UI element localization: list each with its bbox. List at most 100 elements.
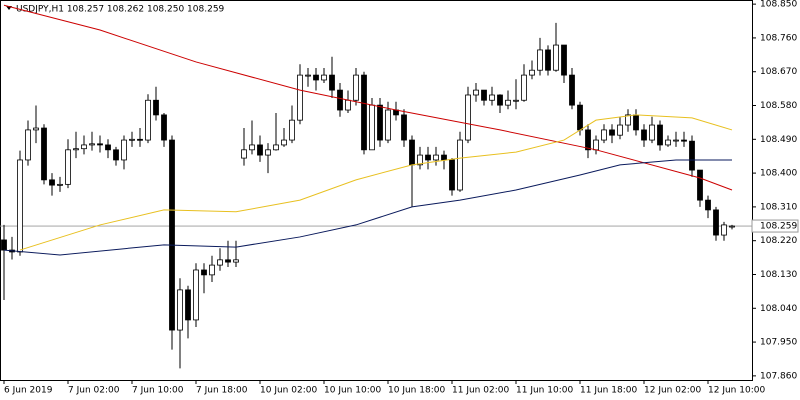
candle-body (273, 144, 279, 151)
candle-body (361, 74, 367, 151)
moving-average (3, 4, 733, 191)
candle-body (705, 199, 711, 211)
x-tick-label: 6 Jun 2019 (4, 386, 53, 396)
candle-body (193, 269, 199, 321)
candle-body (665, 139, 671, 146)
x-tick-label: 7 Jun 10:00 (132, 386, 184, 396)
candle-body (345, 99, 351, 111)
candle-body (41, 127, 47, 181)
candle-body (321, 74, 327, 81)
y-tick-label: 108.760 (760, 33, 797, 43)
moving-average (19, 114, 733, 251)
candle-body (369, 104, 375, 151)
x-tick-label: 10 Jun 18:00 (388, 386, 445, 396)
candle-body (425, 154, 431, 161)
candle-body (577, 104, 583, 131)
candle-body (633, 114, 639, 131)
x-tick-label: 10 Jun 10:00 (324, 386, 381, 396)
candle-body (601, 129, 607, 141)
candle-body (409, 139, 415, 166)
candle-body (617, 124, 623, 136)
candle-body (697, 169, 703, 201)
candle-body (545, 49, 551, 71)
candle-body (713, 209, 719, 236)
candle-body (89, 143, 95, 146)
candle-body (401, 114, 407, 141)
candle-body (17, 159, 23, 253)
candle-body (441, 154, 447, 161)
candle-body (257, 144, 263, 156)
candle-body (473, 89, 479, 96)
candle-body (489, 94, 495, 101)
y-tick-label: 108.220 (760, 236, 797, 246)
candle-body (657, 124, 663, 146)
candle-body (505, 99, 511, 106)
candle-body (49, 179, 55, 186)
candle-body (385, 109, 391, 141)
candle-body (673, 139, 679, 142)
y-tick-label: 107.860 (760, 371, 797, 381)
candle-body (97, 143, 103, 146)
candle-body (641, 129, 647, 141)
candle-body (561, 44, 567, 76)
x-tick-label: 10 Jun 02:00 (260, 386, 317, 396)
candle-body (329, 74, 335, 91)
candle-body (625, 114, 631, 126)
y-tick-label: 108.310 (760, 202, 797, 212)
candle-body (721, 224, 727, 236)
candle-body (553, 44, 559, 71)
y-tick-label: 108.400 (760, 169, 797, 179)
x-tick-label: 11 Jun 02:00 (452, 386, 509, 396)
candle-body (57, 183, 63, 186)
candle-body (313, 74, 319, 81)
candle-body (177, 289, 183, 331)
candle-body (201, 269, 207, 276)
candle-body (297, 74, 303, 121)
candle-body (121, 139, 127, 161)
candle-body (169, 139, 175, 331)
candle-body (73, 148, 79, 151)
candle-body (225, 259, 231, 263)
candle-body (105, 144, 111, 151)
y-tick-label: 108.850 (760, 0, 797, 10)
candle-body (65, 149, 71, 185)
chart-title: USDJPY,H1 108.257 108.262 108.250 108.25… (16, 5, 225, 15)
candle-body (129, 138, 135, 141)
candle-body (281, 139, 287, 146)
candle-body (585, 129, 591, 151)
candle-body (609, 129, 615, 136)
candle-body (513, 99, 519, 102)
candle-body (729, 225, 735, 228)
candle-body (593, 139, 599, 151)
candle-body (689, 140, 695, 171)
candle-body (1, 239, 7, 251)
plot-frame (0, 0, 753, 381)
candle-body (265, 149, 271, 156)
candle-body (353, 74, 359, 101)
candle-body (209, 264, 215, 276)
candle-body (449, 159, 455, 191)
candle-body (457, 139, 463, 191)
candle-body (217, 259, 223, 266)
candle-body (521, 74, 527, 101)
candle-body (377, 104, 383, 141)
candle-body (417, 154, 423, 166)
candle-body (433, 154, 439, 161)
candle-body (137, 138, 143, 141)
candle-body (145, 99, 151, 141)
y-tick-label: 108.130 (760, 270, 797, 280)
candle-body (81, 144, 87, 150)
x-tick-label: 11 Jun 18:00 (580, 386, 637, 396)
x-tick-label: 12 Jun 02:00 (644, 386, 701, 396)
candle-body (681, 139, 687, 142)
candle-body (153, 99, 159, 116)
y-tick-label: 108.490 (760, 135, 797, 145)
candle-body (649, 124, 655, 141)
current-price-label: 108.259 (760, 222, 797, 232)
candle-body (529, 69, 535, 76)
candle-body (497, 94, 503, 106)
y-tick-label: 108.580 (760, 101, 797, 111)
x-tick-label: 11 Jun 10:00 (516, 386, 573, 396)
y-tick-label: 108.040 (760, 304, 797, 314)
